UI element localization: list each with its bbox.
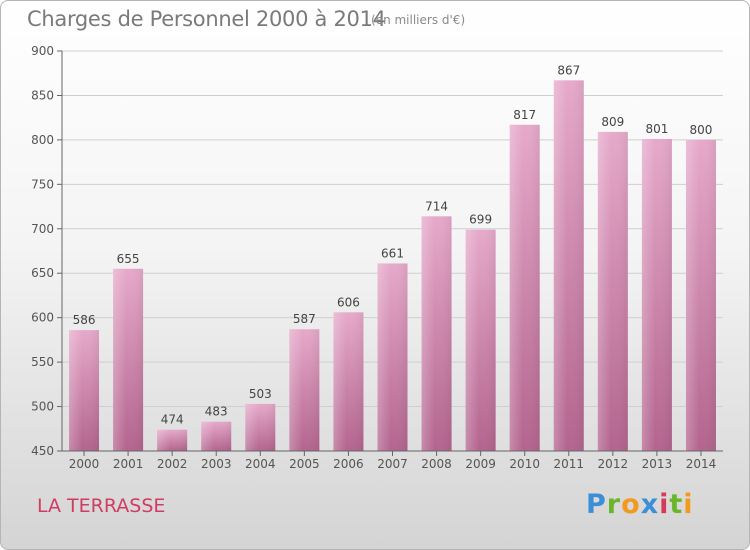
bar-shine-2010 xyxy=(509,124,540,452)
value-label-2011: 867 xyxy=(557,63,580,77)
value-label-2003: 483 xyxy=(205,405,228,419)
value-label-2008: 714 xyxy=(425,199,448,213)
ytick-label-450: 450 xyxy=(31,444,54,458)
logo-letter-5: t xyxy=(669,489,684,520)
logo-letter-0: P xyxy=(586,489,607,520)
bar-shine-2000 xyxy=(69,330,100,451)
bar-shine-2013 xyxy=(641,139,672,451)
bar-shine-2008 xyxy=(421,216,452,451)
bar-shine-2014 xyxy=(685,139,716,451)
logo-letter-6: i xyxy=(683,489,694,520)
ytick-label-700: 700 xyxy=(31,222,54,236)
logo-letter-4: i xyxy=(659,489,670,520)
xtick-label-2002: 2002 xyxy=(157,457,188,471)
value-label-2009: 699 xyxy=(469,213,492,227)
logo-letter-3: x xyxy=(640,489,660,520)
xtick-label-2008: 2008 xyxy=(421,457,452,471)
bar-shine-2001 xyxy=(113,268,144,451)
xtick-label-2005: 2005 xyxy=(289,457,320,471)
xtick-label-2003: 2003 xyxy=(201,457,232,471)
value-label-2000: 586 xyxy=(73,313,96,327)
logo-letter-2: o xyxy=(621,489,641,520)
xtick-label-2006: 2006 xyxy=(333,457,364,471)
value-label-2005: 587 xyxy=(293,312,316,326)
xtick-label-2000: 2000 xyxy=(69,457,100,471)
bar-shine-2012 xyxy=(597,131,628,451)
xtick-label-2009: 2009 xyxy=(465,457,496,471)
proxiti-logo: Proxiti xyxy=(586,489,694,520)
value-label-2002: 474 xyxy=(161,413,184,427)
value-label-2001: 655 xyxy=(117,252,140,266)
ytick-label-750: 750 xyxy=(31,177,54,191)
xtick-label-2010: 2010 xyxy=(509,457,540,471)
value-label-2012: 809 xyxy=(601,115,624,129)
ytick-label-600: 600 xyxy=(31,311,54,325)
bar-shine-2009 xyxy=(465,229,496,451)
bar-shine-2002 xyxy=(157,429,188,451)
chart-title: Charges de Personnel 2000 à 2014 xyxy=(27,7,386,31)
value-label-2007: 661 xyxy=(381,246,404,260)
value-label-2004: 503 xyxy=(249,387,272,401)
xtick-label-2007: 2007 xyxy=(377,457,408,471)
unit-note: (en milliers d'€) xyxy=(371,13,466,27)
bar-shine-2011 xyxy=(553,80,584,451)
value-label-2010: 817 xyxy=(513,108,536,122)
bar-shine-2006 xyxy=(333,312,364,451)
bar-shine-2005 xyxy=(289,329,320,451)
ytick-label-500: 500 xyxy=(31,400,54,414)
xtick-label-2004: 2004 xyxy=(245,457,276,471)
xtick-label-2001: 2001 xyxy=(113,457,144,471)
bar-shine-2004 xyxy=(245,403,276,451)
value-label-2014: 800 xyxy=(690,123,713,137)
ytick-label-800: 800 xyxy=(31,133,54,147)
ytick-label-550: 550 xyxy=(31,355,54,369)
xtick-label-2011: 2011 xyxy=(553,457,584,471)
ytick-label-850: 850 xyxy=(31,88,54,102)
ytick-label-650: 650 xyxy=(31,266,54,280)
xtick-label-2013: 2013 xyxy=(642,457,673,471)
bar-shine-2007 xyxy=(377,263,408,451)
xtick-label-2014: 2014 xyxy=(686,457,717,471)
logo-letter-1: r xyxy=(606,489,622,520)
xtick-label-2012: 2012 xyxy=(598,457,629,471)
value-label-2013: 801 xyxy=(645,122,668,136)
ytick-label-900: 900 xyxy=(31,44,54,58)
value-label-2006: 606 xyxy=(337,295,360,309)
bar-shine-2003 xyxy=(201,421,232,451)
commune-name: LA TERRASSE xyxy=(37,495,166,517)
